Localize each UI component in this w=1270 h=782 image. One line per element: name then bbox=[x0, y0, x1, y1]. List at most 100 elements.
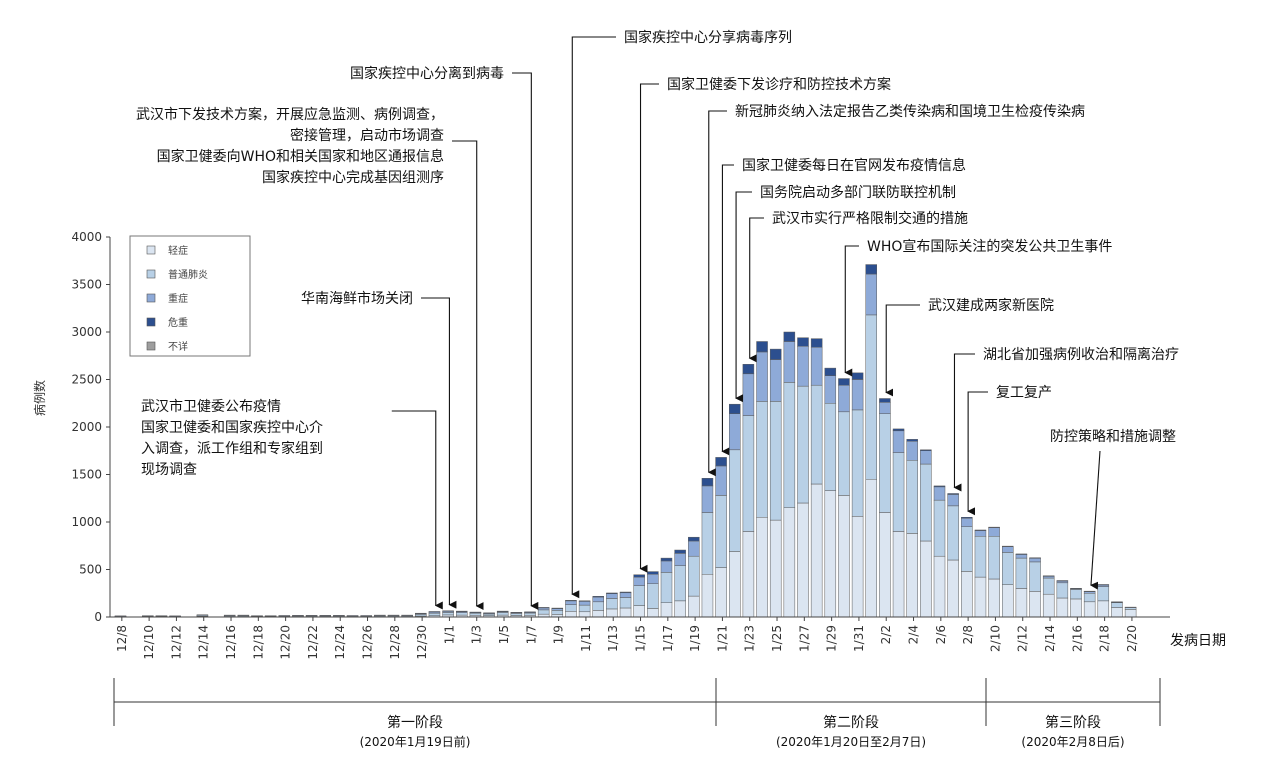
legend-label: 普通肺炎 bbox=[168, 268, 208, 281]
bar-segment bbox=[428, 611, 441, 613]
bar-segment bbox=[619, 597, 632, 609]
phase-name: 第一阶段 bbox=[387, 714, 443, 731]
bar-segment bbox=[756, 401, 768, 518]
bar-segment bbox=[701, 478, 714, 487]
bar-segment bbox=[1042, 575, 1055, 577]
bar-segment bbox=[1083, 593, 1096, 603]
bar-segment bbox=[838, 378, 850, 386]
bar-segment bbox=[1002, 545, 1014, 547]
bar-segment bbox=[851, 379, 864, 411]
bar-segment bbox=[537, 609, 550, 615]
bar-segment bbox=[592, 610, 604, 618]
bar-segment bbox=[578, 611, 591, 618]
x-tick-label: 12/16 bbox=[224, 625, 238, 660]
bar-segment bbox=[1056, 582, 1069, 599]
annotation-text: 国家疾控中心分离到病毒 bbox=[350, 65, 504, 82]
bar-segment bbox=[769, 519, 782, 618]
y-tick-label: 0 bbox=[94, 610, 102, 624]
bar-segment bbox=[551, 610, 564, 615]
bar-segment bbox=[169, 615, 181, 617]
annotation-text: 武汉市卫健委公布疫情国家卫健委和国家疾控中心介入调查，派工作组和专家组到现场调查 bbox=[141, 398, 323, 478]
annotation-line: 密接管理，启动市场调查 bbox=[290, 127, 444, 144]
x-tick-label: 2/20 bbox=[1125, 625, 1139, 652]
x-tick-label: 1/21 bbox=[715, 625, 729, 652]
y-tick-label: 2000 bbox=[71, 420, 102, 434]
bar-segment bbox=[674, 549, 686, 554]
bar-segment bbox=[865, 479, 877, 618]
bar-segment bbox=[1124, 609, 1137, 618]
x-tick-label: 12/14 bbox=[197, 625, 211, 660]
annotation-line: 新冠肺炎纳入法定报告乙类传染病和国境卫生检疫传染病 bbox=[735, 104, 1085, 120]
x-tick-label: 2/4 bbox=[907, 625, 921, 644]
bar-segment bbox=[1002, 584, 1014, 618]
bar-segment bbox=[1097, 586, 1110, 602]
bar-segment bbox=[742, 415, 755, 532]
bar-segment bbox=[592, 601, 604, 611]
annotation-arrow bbox=[748, 217, 764, 363]
x-tick-label: 1/23 bbox=[743, 625, 757, 652]
bar-segment bbox=[947, 494, 959, 507]
x-tick-label: 1/13 bbox=[606, 625, 620, 652]
annotation-line: 武汉市实行严格限制交通的措施 bbox=[772, 210, 968, 227]
bar-segment bbox=[783, 382, 796, 509]
bar-segment bbox=[974, 530, 987, 537]
bar-segment bbox=[783, 331, 796, 342]
annotation-arrow bbox=[844, 245, 859, 377]
bar-segment bbox=[1124, 606, 1137, 608]
x-tick-label: 1/19 bbox=[688, 625, 702, 652]
bar-segment bbox=[797, 385, 809, 504]
x-tick-label: 1/3 bbox=[470, 625, 484, 644]
bar-segment bbox=[988, 527, 1000, 537]
bar-segment bbox=[947, 559, 959, 618]
x-tick-label: 2/6 bbox=[934, 625, 948, 644]
bar-segment bbox=[606, 608, 618, 618]
bar-segment bbox=[578, 601, 591, 606]
bar-segment bbox=[647, 571, 659, 575]
bar-segment bbox=[756, 341, 768, 353]
annotation-text: 国家疾控中心分享病毒序列 bbox=[624, 29, 792, 46]
annotation-arrow bbox=[391, 410, 443, 610]
bar-segment bbox=[469, 611, 482, 613]
bar-segment bbox=[660, 560, 673, 573]
annotation-text: 武汉市下发技术方案，开展应急监测、病例调查， 密接管理，启动市场调查国家卫健委向W… bbox=[136, 106, 444, 186]
bar-segment bbox=[1029, 557, 1041, 559]
x-tick-label: 12/18 bbox=[251, 625, 265, 660]
bar-segment bbox=[1029, 557, 1041, 563]
annotation-arrow bbox=[707, 110, 727, 477]
bar-segment bbox=[578, 604, 591, 613]
bar-segment bbox=[933, 555, 946, 618]
x-tick-label: 12/20 bbox=[279, 625, 293, 660]
bar-segment bbox=[524, 611, 536, 613]
annotation-text: 国家卫健委下发诊疗和防控技术方案 bbox=[667, 76, 891, 93]
bar-segment bbox=[783, 507, 796, 618]
annotation-arrow bbox=[885, 304, 920, 397]
legend-swatch bbox=[146, 317, 156, 327]
bar-segment bbox=[742, 364, 755, 375]
bar-segment bbox=[619, 591, 632, 594]
annotation-arrow bbox=[639, 83, 659, 573]
phase-range: (2020年1月19日前) bbox=[360, 734, 471, 749]
bar-segment bbox=[483, 613, 495, 616]
bar-segment bbox=[715, 495, 727, 568]
bar-segment bbox=[592, 596, 604, 603]
bar-segment bbox=[947, 505, 959, 561]
annotation-line: 国家卫健委和国家疾控中心介 bbox=[141, 419, 323, 436]
bar-segment bbox=[647, 574, 659, 584]
bar-segment bbox=[1042, 593, 1055, 618]
annotation-line: 湖北省加强病例收治和隔离治疗 bbox=[983, 346, 1179, 363]
bar-segment bbox=[360, 615, 372, 617]
bar-segment bbox=[1070, 589, 1082, 600]
annotation-line: 国家疾控中心分享病毒序列 bbox=[624, 29, 792, 46]
annotation-line: 华南海鲜市场关闭 bbox=[301, 290, 413, 307]
bar-segment bbox=[1015, 588, 1028, 618]
bar-segment bbox=[729, 403, 741, 414]
bar-segment bbox=[592, 596, 604, 598]
bar-segment bbox=[483, 612, 495, 614]
x-tick-label: 12/12 bbox=[169, 625, 183, 660]
bar-segment bbox=[906, 460, 918, 534]
bar-segment bbox=[1029, 561, 1041, 592]
annotation-text: 复工复产 bbox=[996, 384, 1052, 401]
bar-segment bbox=[824, 403, 837, 491]
bar-segment bbox=[415, 612, 427, 615]
annotation-line: 复工复产 bbox=[996, 384, 1052, 401]
